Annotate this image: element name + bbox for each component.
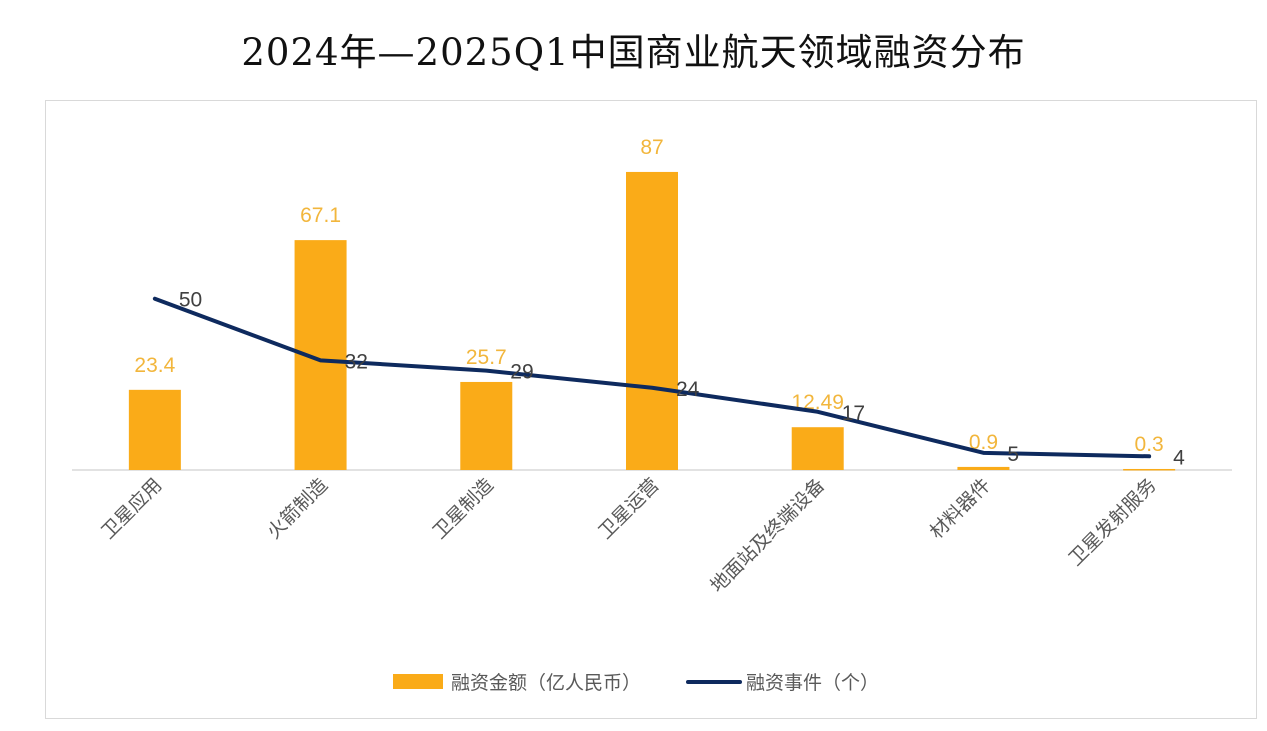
bar-data-label: 0.3 xyxy=(1135,433,1164,456)
bar-data-label: 87 xyxy=(640,136,663,159)
line-data-label: 32 xyxy=(345,350,368,373)
x-tick-label: 卫星运营 xyxy=(594,474,663,543)
line-series-events xyxy=(152,296,1152,459)
line-data-label: 17 xyxy=(842,402,865,425)
chart-title: 2024年—2025Q1中国商业航天领域融资分布 xyxy=(241,31,1026,74)
x-tick-label: 地面站及终端设备 xyxy=(706,474,829,597)
x-tick-label: 卫星发射服务 xyxy=(1065,474,1161,570)
bar-3 xyxy=(460,381,513,470)
legend-label-line: 融资事件（个） xyxy=(746,672,879,694)
line-data-label: 50 xyxy=(179,289,202,312)
bar-data-label: 0.9 xyxy=(969,431,998,454)
bar-4 xyxy=(626,171,678,470)
bar-data-label: 23.4 xyxy=(134,354,175,377)
x-tick-label: 卫星制造 xyxy=(429,474,498,543)
x-tick-label: 材料器件 xyxy=(926,474,995,543)
line-data-label: 29 xyxy=(510,361,533,384)
bar-5 xyxy=(791,427,844,470)
bar-1 xyxy=(128,389,181,470)
chart-frame xyxy=(45,100,1257,719)
legend-label-bar: 融资金额（亿人民币） xyxy=(451,672,641,694)
bar-6 xyxy=(957,466,1010,470)
line-data-label: 4 xyxy=(1173,446,1185,469)
bar-7 xyxy=(1123,468,1176,471)
x-tick-label: 火箭制造 xyxy=(263,474,332,543)
bar-data-label: 25.7 xyxy=(466,346,507,369)
line-data-label: 24 xyxy=(676,378,700,401)
x-tick-label: 卫星应用 xyxy=(97,474,166,543)
line-data-label: 5 xyxy=(1007,443,1019,466)
bar-data-label: 67.1 xyxy=(300,204,341,227)
legend-swatch-bar xyxy=(393,674,443,689)
